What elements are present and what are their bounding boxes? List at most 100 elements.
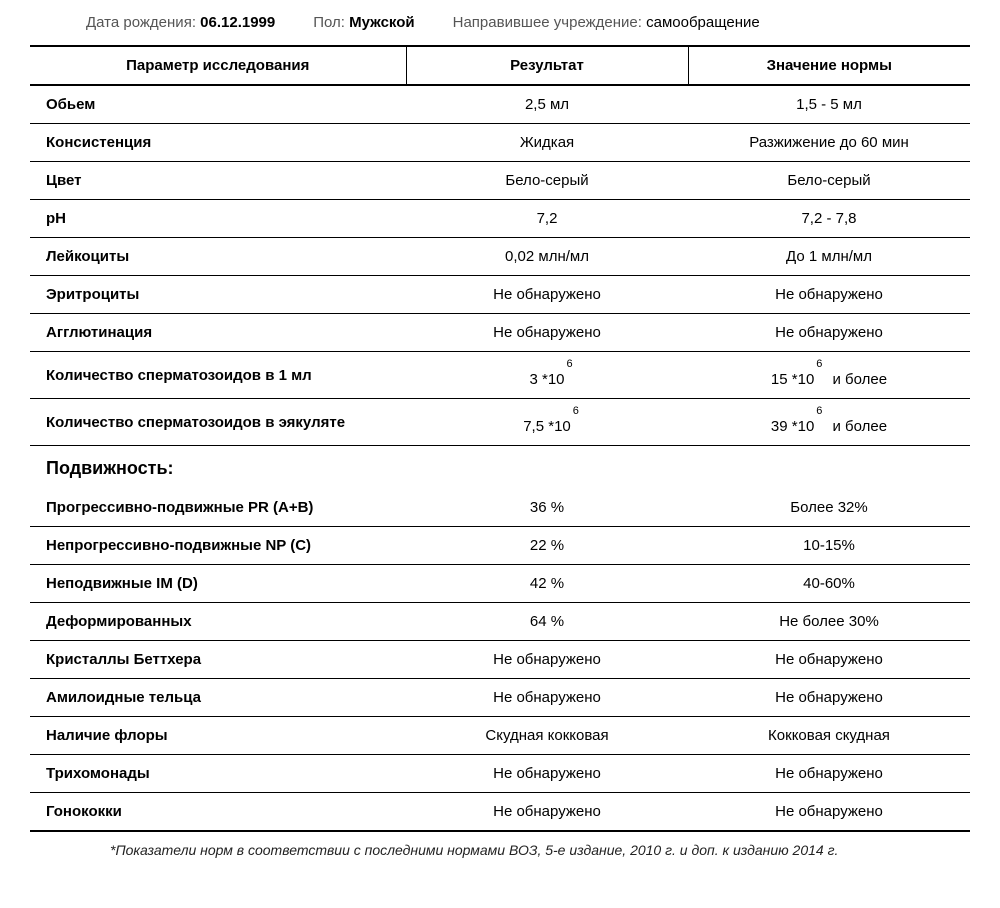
- table-row: Лейкоциты0,02 млн/млДо 1 млн/мл: [30, 238, 970, 276]
- cell-param: Прогрессивно-подвижные PR (А+В): [30, 489, 406, 527]
- cell-result: 22 %: [406, 527, 688, 565]
- cell-result: Скудная кокковая: [406, 717, 688, 755]
- sci-exponent: 6: [816, 359, 822, 370]
- cell-result: Не обнаружено: [406, 755, 688, 793]
- sci-value: 39 *106 и более: [771, 409, 887, 434]
- cell-param: Неподвижные IM (D): [30, 565, 406, 603]
- table-row: Неподвижные IM (D)42 %40-60%: [30, 565, 970, 603]
- table-header-row: Параметр исследования Результат Значение…: [30, 46, 970, 85]
- table-row: Количество сперматозоидов в 1 мл 3 *106 15…: [30, 352, 970, 399]
- cell-result: Не обнаружено: [406, 314, 688, 352]
- sci-base: 7,5 *106: [523, 418, 571, 435]
- cell-param: Агглютинация: [30, 314, 406, 352]
- table-row: ГонококкиНе обнаруженоНе обнаружено: [30, 793, 970, 832]
- sci-value: 3 *106: [529, 362, 564, 387]
- footnote: *Показатели норм в соответствии с послед…: [30, 832, 970, 858]
- table-row: Прогрессивно-подвижные PR (А+В)36 %Более…: [30, 489, 970, 527]
- col-norm: Значение нормы: [688, 46, 970, 85]
- cell-norm: Не более 30%: [688, 603, 970, 641]
- cell-result: 3 *106: [406, 352, 688, 399]
- patient-meta: Дата рождения: 06.12.1999 Пол: Мужской Н…: [30, 14, 970, 45]
- sci-exponent: 6: [816, 406, 822, 417]
- cell-norm: 10-15%: [688, 527, 970, 565]
- cell-param: Лейкоциты: [30, 238, 406, 276]
- cell-norm: Не обнаружено: [688, 641, 970, 679]
- cell-result: 64 %: [406, 603, 688, 641]
- sci-exponent: 6: [573, 406, 579, 417]
- results-table: Параметр исследования Результат Значение…: [30, 45, 970, 832]
- table-row: Деформированных64 %Не более 30%: [30, 603, 970, 641]
- cell-norm: Не обнаружено: [688, 793, 970, 832]
- cell-param: Наличие флоры: [30, 717, 406, 755]
- cell-param: Консистенция: [30, 124, 406, 162]
- cell-result: Не обнаружено: [406, 641, 688, 679]
- meta-dob: Дата рождения: 06.12.1999: [86, 14, 275, 31]
- cell-result: Не обнаружено: [406, 793, 688, 832]
- cell-norm: Более 32%: [688, 489, 970, 527]
- cell-norm: 7,2 - 7,8: [688, 200, 970, 238]
- sci-suffix: и более: [828, 418, 887, 435]
- sci-suffix: и более: [828, 371, 887, 388]
- cell-param: Количество сперматозоидов в эякуляте: [30, 399, 406, 446]
- cell-norm: Не обнаружено: [688, 679, 970, 717]
- cell-result: Не обнаружено: [406, 679, 688, 717]
- meta-referrer-label: Направившее учреждение:: [453, 14, 642, 31]
- cell-result: 2,5 мл: [406, 85, 688, 124]
- cell-norm: До 1 млн/мл: [688, 238, 970, 276]
- cell-norm: 40-60%: [688, 565, 970, 603]
- meta-sex-label: Пол:: [313, 14, 345, 31]
- cell-result: 36 %: [406, 489, 688, 527]
- cell-norm: 39 *106 и более: [688, 399, 970, 446]
- meta-referrer: Направившее учреждение: самообращение: [453, 14, 760, 31]
- cell-norm: Не обнаружено: [688, 314, 970, 352]
- cell-result: 7,2: [406, 200, 688, 238]
- sci-value: 7,5 *106: [523, 409, 571, 434]
- cell-norm: Не обнаружено: [688, 755, 970, 793]
- cell-result: 42 %: [406, 565, 688, 603]
- cell-norm: Не обнаружено: [688, 276, 970, 314]
- table-row: Обьем2,5 мл1,5 - 5 мл: [30, 85, 970, 124]
- table-row: ЦветБело-серыйБело-серый: [30, 162, 970, 200]
- section-heading: Подвижность:: [30, 446, 970, 490]
- cell-result: 0,02 млн/мл: [406, 238, 688, 276]
- cell-norm: 1,5 - 5 мл: [688, 85, 970, 124]
- cell-param: Непрогрессивно-подвижные NP (С): [30, 527, 406, 565]
- table-row: Подвижность:: [30, 446, 970, 490]
- cell-norm: 15 *106 и более: [688, 352, 970, 399]
- cell-param: Обьем: [30, 85, 406, 124]
- meta-sex-value: Мужской: [349, 14, 415, 31]
- table-row: КонсистенцияЖидкаяРазжижение до 60 мин: [30, 124, 970, 162]
- meta-referrer-value: самообращение: [646, 14, 760, 31]
- cell-norm: Разжижение до 60 мин: [688, 124, 970, 162]
- table-row: ЭритроцитыНе обнаруженоНе обнаружено: [30, 276, 970, 314]
- cell-result: Жидкая: [406, 124, 688, 162]
- sci-value: 15 *106 и более: [771, 362, 887, 387]
- sci-base: 39 *106: [771, 418, 814, 435]
- cell-norm: Кокковая скудная: [688, 717, 970, 755]
- table-row: Наличие флорыСкудная кокковаяКокковая ск…: [30, 717, 970, 755]
- cell-param: рН: [30, 200, 406, 238]
- cell-result: Бело-серый: [406, 162, 688, 200]
- sci-exponent: 6: [567, 359, 573, 370]
- cell-norm: Бело-серый: [688, 162, 970, 200]
- table-row: Кристаллы БеттхераНе обнаруженоНе обнару…: [30, 641, 970, 679]
- cell-param: Кристаллы Беттхера: [30, 641, 406, 679]
- sci-base: 3 *106: [529, 371, 564, 388]
- table-row: рН7,27,2 - 7,8: [30, 200, 970, 238]
- table-row: ТрихомонадыНе обнаруженоНе обнаружено: [30, 755, 970, 793]
- cell-param: Количество сперматозоидов в 1 мл: [30, 352, 406, 399]
- cell-param: Трихомонады: [30, 755, 406, 793]
- table-row: Количество сперматозоидов в эякуляте 7,5 …: [30, 399, 970, 446]
- col-param: Параметр исследования: [30, 46, 406, 85]
- cell-param: Цвет: [30, 162, 406, 200]
- table-row: Непрогрессивно-подвижные NP (С)22 %10-15…: [30, 527, 970, 565]
- col-result: Результат: [406, 46, 688, 85]
- sci-base: 15 *106: [771, 371, 814, 388]
- cell-param: Эритроциты: [30, 276, 406, 314]
- table-row: Амилоидные тельцаНе обнаруженоНе обнаруж…: [30, 679, 970, 717]
- table-row: АгглютинацияНе обнаруженоНе обнаружено: [30, 314, 970, 352]
- cell-param: Деформированных: [30, 603, 406, 641]
- cell-param: Гонококки: [30, 793, 406, 832]
- cell-result: Не обнаружено: [406, 276, 688, 314]
- meta-dob-label: Дата рождения:: [86, 14, 196, 31]
